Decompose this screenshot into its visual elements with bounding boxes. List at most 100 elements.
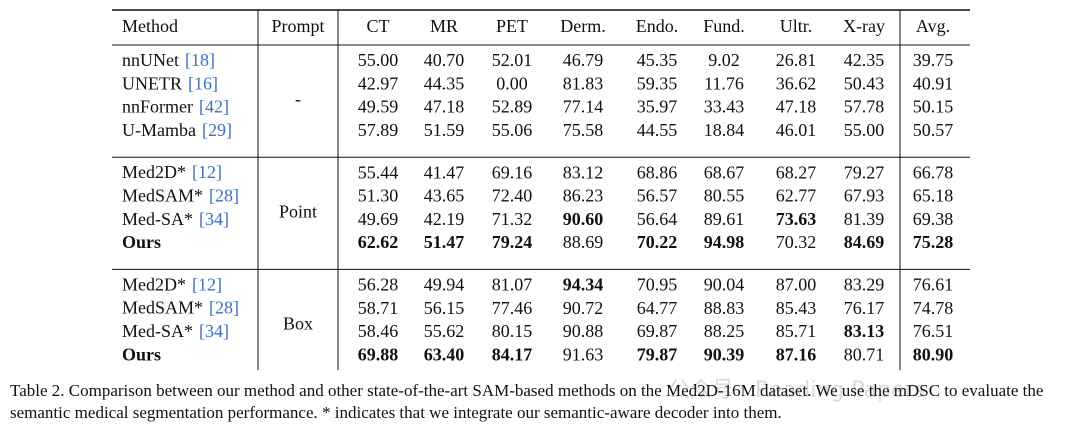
value-cell: 39.75 xyxy=(913,50,954,70)
value-cell: 86.23 xyxy=(563,186,604,206)
value-cell: 81.83 xyxy=(563,73,604,93)
value-cell: 69.88 xyxy=(358,344,399,364)
value-cell: 56.57 xyxy=(637,186,678,206)
method-name: nnUNet xyxy=(122,50,179,70)
value-cell: 70.22 xyxy=(637,232,678,252)
value-cell: 55.00 xyxy=(358,50,399,70)
method-name: Med-SA* xyxy=(122,321,193,341)
value-cell: 91.63 xyxy=(563,344,604,364)
value-cell: 88.25 xyxy=(704,321,745,341)
value-cell: 72.40 xyxy=(492,186,533,206)
citation: [12] xyxy=(192,162,222,182)
value-cell: 56.64 xyxy=(637,209,678,229)
value-cell: 64.77 xyxy=(637,298,678,318)
value-cell: 83.29 xyxy=(844,275,885,295)
method-cell: Med-SA* [34] xyxy=(122,321,229,341)
method-cell: nnFormer [42] xyxy=(122,97,229,117)
column-header: CT xyxy=(366,16,389,36)
value-cell: 75.58 xyxy=(563,120,604,140)
method-name: MedSAM* xyxy=(122,186,203,206)
prompt-cell: - xyxy=(295,89,301,109)
value-cell: 85.71 xyxy=(776,321,817,341)
value-cell: 56.15 xyxy=(424,298,465,318)
value-cell: 42.97 xyxy=(358,73,399,93)
value-cell: 58.46 xyxy=(358,321,399,341)
method-cell: UNETR [16] xyxy=(122,73,218,93)
value-cell: 44.55 xyxy=(637,120,678,140)
value-cell: 75.28 xyxy=(913,232,954,252)
value-cell: 56.28 xyxy=(358,275,399,295)
value-cell: 55.44 xyxy=(358,162,399,182)
value-cell: 71.32 xyxy=(492,209,533,229)
method-name: nnFormer xyxy=(122,97,193,117)
citation: [34] xyxy=(199,321,229,341)
value-cell: 65.18 xyxy=(913,186,954,206)
value-cell: 84.17 xyxy=(492,344,533,364)
value-cell: 51.59 xyxy=(424,120,465,140)
column-header: MR xyxy=(430,16,458,36)
value-cell: 69.16 xyxy=(492,162,533,182)
value-cell: 46.01 xyxy=(776,120,817,140)
value-cell: 9.02 xyxy=(708,50,740,70)
value-cell: 85.43 xyxy=(776,298,817,318)
method-name: Ours xyxy=(122,344,161,364)
value-cell: 69.87 xyxy=(637,321,678,341)
value-cell: 87.16 xyxy=(776,344,817,364)
method-name: UNETR xyxy=(122,73,182,93)
method-name: Med2D* xyxy=(122,162,186,182)
value-cell: 42.35 xyxy=(844,50,885,70)
value-cell: 80.15 xyxy=(492,321,533,341)
table: Method Prompt CT MR PET Derm. Endo. Fund. Ultr. X… xyxy=(112,9,970,383)
value-cell: 81.07 xyxy=(492,275,533,295)
value-cell: 0.00 xyxy=(496,73,528,93)
citation: [16] xyxy=(188,73,218,93)
value-cell: 94.34 xyxy=(563,275,604,295)
value-cell: 49.94 xyxy=(424,275,465,295)
value-cell: 90.39 xyxy=(704,344,745,364)
method-name: Med-SA* xyxy=(122,209,193,229)
value-cell: 79.87 xyxy=(637,344,678,364)
value-cell: 76.61 xyxy=(913,275,954,295)
value-cell: 69.38 xyxy=(913,209,954,229)
value-cell: 83.12 xyxy=(563,162,604,182)
value-cell: 41.47 xyxy=(424,162,465,182)
value-cell: 26.81 xyxy=(776,50,817,70)
value-cell: 70.32 xyxy=(776,232,817,252)
value-cell: 80.71 xyxy=(844,344,885,364)
column-header: Fund. xyxy=(703,16,745,36)
value-cell: 36.62 xyxy=(776,73,817,93)
value-cell: 62.62 xyxy=(358,232,399,252)
value-cell: 79.24 xyxy=(492,232,533,252)
value-cell: 90.88 xyxy=(563,321,604,341)
value-cell: 51.30 xyxy=(358,186,399,206)
value-cell: 68.27 xyxy=(776,162,817,182)
value-cell: 55.00 xyxy=(844,120,885,140)
value-cell: 74.78 xyxy=(913,298,954,318)
column-header: Prompt xyxy=(271,16,324,36)
value-cell: 80.90 xyxy=(913,344,954,364)
watermark: 公众号 · Reading Papers xyxy=(668,378,926,403)
value-cell: 88.83 xyxy=(704,298,745,318)
column-header: Method xyxy=(122,16,178,36)
value-cell: 49.59 xyxy=(358,97,399,117)
prompt-cell: Point xyxy=(279,201,317,221)
value-cell: 80.55 xyxy=(704,186,745,206)
value-cell: 43.65 xyxy=(424,186,465,206)
value-cell: 77.46 xyxy=(492,298,533,318)
value-cell: 44.35 xyxy=(424,73,465,93)
value-cell: 76.51 xyxy=(913,321,954,341)
value-cell: 90.60 xyxy=(563,209,604,229)
method-cell: Med2D* [12] xyxy=(122,275,222,295)
method-cell: MedSAM* [28] xyxy=(122,186,239,206)
citation: [29] xyxy=(202,120,232,140)
method-cell: Med2D* [12] xyxy=(122,162,222,182)
value-cell: 79.27 xyxy=(844,162,885,182)
method-name: U-Mamba xyxy=(122,120,196,140)
method-name: Med2D* xyxy=(122,275,186,295)
method-cell: U-Mamba [29] xyxy=(122,120,232,140)
method-name: Ours xyxy=(122,232,161,252)
citation: [42] xyxy=(199,97,229,117)
value-cell: 51.47 xyxy=(424,232,465,252)
prompt-cell: Box xyxy=(283,314,313,334)
